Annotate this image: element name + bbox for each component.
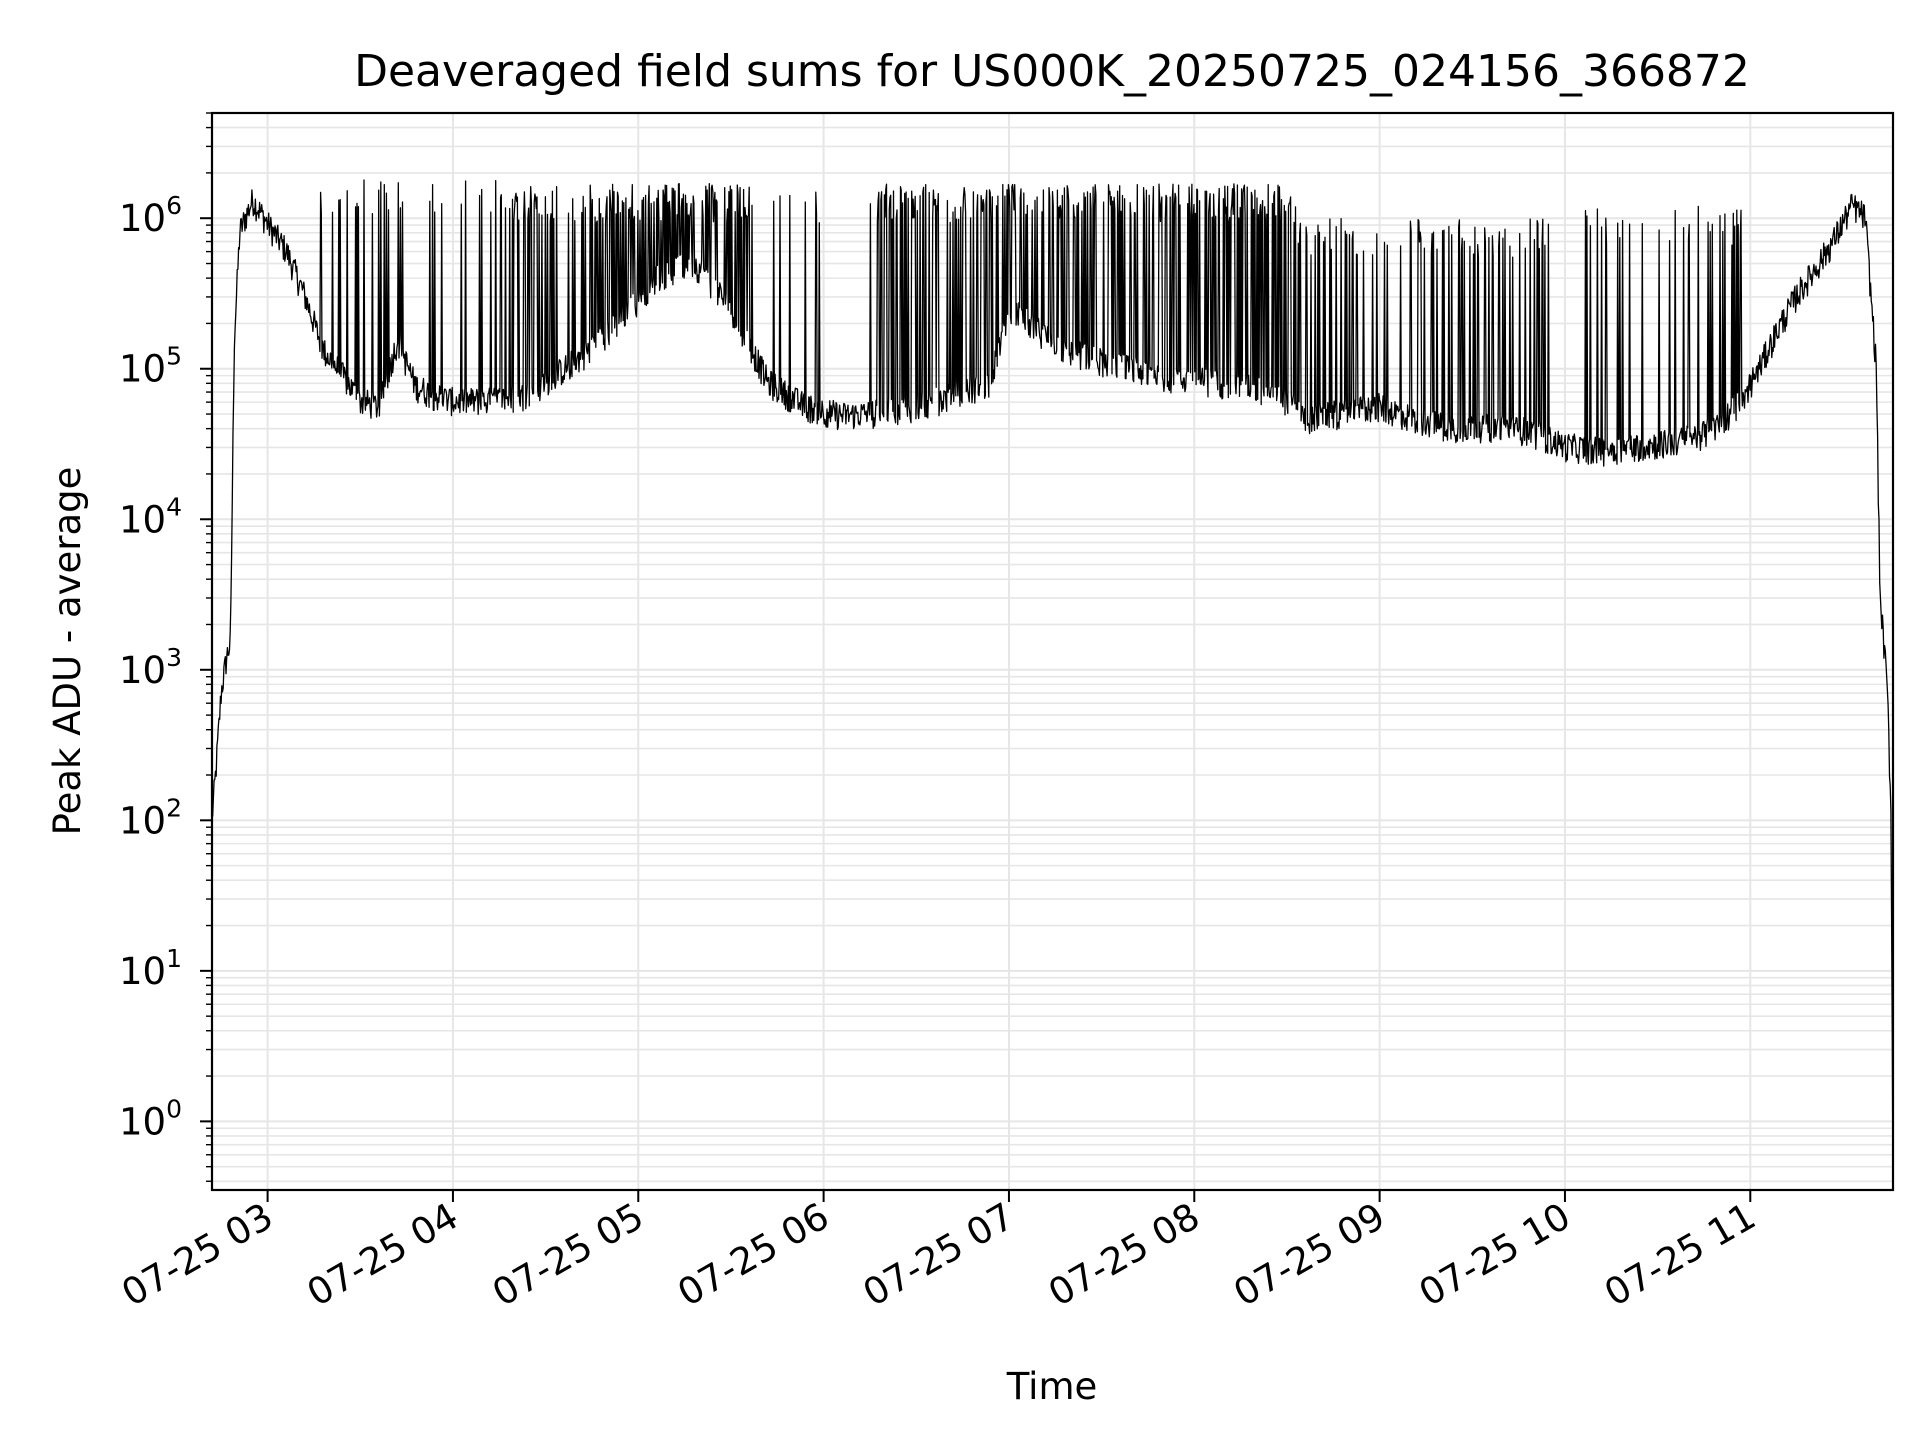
y-tick-exponent: 0 [166,1094,182,1123]
y-tick-exponent: 4 [166,492,182,521]
y-tick-label: 104 [119,492,182,541]
y-tick-label: 105 [119,342,182,391]
y-tick-label: 102 [119,793,182,842]
plot-frame [210,111,1895,1192]
y-tick-exponent: 6 [166,191,182,220]
y-tick-base: 10 [119,1100,166,1143]
y-tick-label: 106 [119,191,182,240]
y-tick-base: 10 [119,197,166,240]
y-tick-base: 10 [119,348,166,391]
y-tick-base: 10 [119,950,166,993]
chart-title: Deaveraged field sums for US000K_2025072… [354,46,1750,97]
y-tick-label: 101 [119,944,182,993]
series-line [211,179,1894,1191]
y-tick-label: 100 [119,1094,182,1143]
y-tick-base: 10 [119,498,166,541]
y-tick-base: 10 [119,799,166,842]
y-tick-base: 10 [119,649,166,692]
x-axis-label: Time [1006,1365,1098,1408]
y-axis-label: Peak ADU - average [46,467,89,836]
y-tick-label: 103 [119,643,182,692]
y-tick-exponent: 1 [166,944,182,973]
y-tick-exponent: 2 [166,793,182,822]
y-tick-exponent: 3 [166,643,182,672]
data-line [211,179,1894,1191]
y-tick-exponent: 5 [166,342,182,371]
